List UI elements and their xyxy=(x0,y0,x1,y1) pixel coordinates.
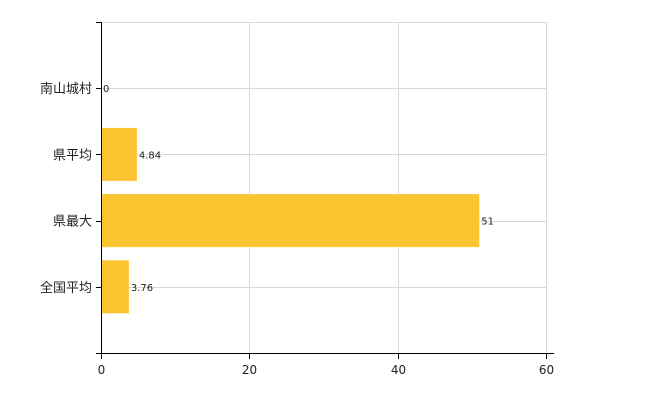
bar xyxy=(101,194,480,248)
axes xyxy=(96,22,554,359)
category-label: 全国平均 xyxy=(40,280,92,296)
category-label: 県平均 xyxy=(53,148,92,163)
x-tick-label: 40 xyxy=(391,363,406,377)
x-tick-label: 0 xyxy=(98,363,106,377)
bar xyxy=(101,260,129,314)
data-label: 4.84 xyxy=(139,150,161,161)
data-label: 3.76 xyxy=(131,283,153,294)
data-label: 0 xyxy=(103,84,109,95)
x-tick-label: 60 xyxy=(539,363,554,377)
category-label: 南山城村 xyxy=(40,81,92,97)
bar xyxy=(101,127,137,181)
x-tick-label: 20 xyxy=(242,363,257,377)
data-label: 51 xyxy=(481,217,494,228)
category-label: 県最大 xyxy=(53,215,92,230)
bars xyxy=(101,127,480,314)
labels: 0 南山城村 4.84 県平均 51 県最大 3.76 全国平均 0 20 40 60 xyxy=(40,81,554,377)
grid-lines xyxy=(101,22,547,353)
